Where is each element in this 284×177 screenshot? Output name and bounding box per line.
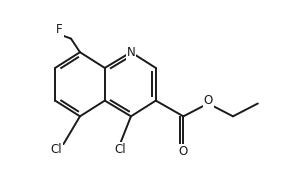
Text: O: O — [204, 94, 213, 107]
Text: F: F — [56, 23, 62, 36]
Text: Cl: Cl — [114, 143, 126, 156]
Text: O: O — [179, 145, 188, 158]
Text: N: N — [127, 46, 135, 59]
Text: Cl: Cl — [51, 143, 62, 156]
